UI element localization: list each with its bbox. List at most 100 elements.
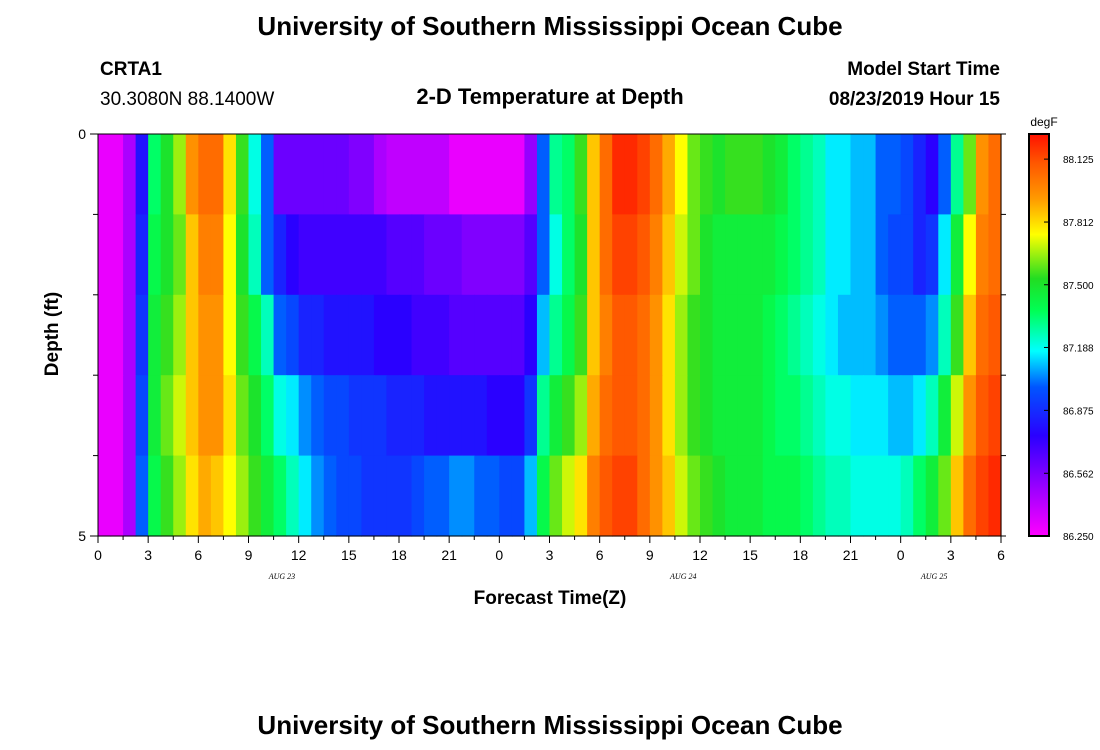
heatmap-cell [348, 214, 362, 296]
colorbar-tick-label: 86.250 [1063, 532, 1094, 543]
heatmap-cell [938, 375, 952, 457]
heatmap-cell [160, 294, 174, 376]
heatmap-cell [674, 134, 689, 215]
heatmap-cell [825, 455, 839, 537]
heatmap-cell [637, 375, 651, 457]
heatmap-cell [449, 294, 463, 376]
heatmap-cell [198, 214, 212, 296]
heatmap-cell [524, 214, 538, 296]
heatmap-cell [286, 294, 300, 376]
heatmap-cell [687, 294, 701, 376]
heatmap-cell [574, 294, 588, 376]
heatmap-cell [499, 375, 513, 457]
x-tick-label: 3 [144, 547, 152, 563]
heatmap-cell [449, 455, 463, 537]
heatmap-cell [875, 294, 889, 376]
heatmap-cell [963, 134, 977, 215]
heatmap-cell [938, 214, 952, 296]
heatmap-cell [461, 214, 475, 296]
heatmap-cell [750, 375, 764, 457]
x-tick-label: 3 [947, 547, 955, 563]
heatmap-cell [775, 134, 789, 215]
heatmap-cell [361, 294, 375, 376]
heatmap-cell [812, 294, 827, 376]
heatmap-cell [837, 214, 852, 296]
heatmap-cell [536, 214, 551, 296]
heatmap-cell [825, 214, 839, 296]
heatmap-cell [210, 134, 225, 215]
heatmap-cell [574, 375, 588, 457]
heatmap-cell [386, 134, 400, 215]
heatmap-cell [787, 375, 801, 457]
heatmap-cell [762, 294, 776, 376]
heatmap-cell [750, 134, 764, 215]
colorbar-bar [1028, 133, 1050, 537]
heatmap-cell [486, 134, 500, 215]
heatmap-cell [888, 214, 902, 296]
heatmap-cell [348, 455, 362, 537]
heatmap-cell [411, 455, 425, 537]
heatmap-cell [674, 214, 689, 296]
heatmap-cell [662, 134, 676, 215]
heatmap-cell [286, 214, 300, 296]
heatmap-cell [725, 214, 739, 296]
page-title: University of Southern Mississippi Ocean… [257, 11, 842, 41]
heatmap-cell [185, 455, 199, 537]
heatmap-cell [737, 214, 751, 296]
heatmap-cell [863, 214, 877, 296]
heatmap-cell [649, 134, 663, 215]
heatmap-cell [449, 134, 463, 215]
colorbar-tick-label: 87.188 [1063, 343, 1094, 354]
heatmap-cell [148, 375, 162, 457]
heatmap-cell [298, 375, 312, 457]
heatmap-cell [399, 375, 413, 457]
heatmap-cell [900, 294, 914, 376]
heatmap-cell [599, 214, 613, 296]
heatmap-cell [812, 455, 827, 537]
heatmap-cell [587, 134, 601, 215]
heatmap-cell [311, 375, 325, 457]
heatmap-cell [210, 214, 225, 296]
station-coords: 30.3080N 88.1400W [100, 89, 274, 110]
heatmap-cell [173, 294, 187, 376]
heatmap-cell [913, 455, 927, 537]
heatmap-cell [210, 375, 225, 457]
heatmap-cell [235, 134, 250, 215]
heatmap-cell [461, 294, 475, 376]
heatmap-cell [248, 134, 262, 215]
heatmap-cell [925, 214, 939, 296]
heatmap-cell [511, 134, 526, 215]
heatmap-cell [185, 214, 199, 296]
heatmap-cell [963, 455, 977, 537]
heatmap-cell [712, 134, 726, 215]
heatmap-cell [950, 375, 964, 457]
heatmap-cell [787, 214, 801, 296]
heatmap-cell [863, 375, 877, 457]
heatmap-cell [737, 134, 751, 215]
heatmap-cell [98, 134, 112, 215]
heatmap-cell [323, 134, 337, 215]
heatmap-cell [562, 375, 576, 457]
heatmap-cell [725, 375, 739, 457]
heatmap-cell [812, 214, 827, 296]
heatmap-cell [461, 375, 475, 457]
heatmap-cell [950, 214, 964, 296]
heatmap-cell [662, 375, 676, 457]
heatmap-cell [587, 214, 601, 296]
heatmap-cell [235, 375, 250, 457]
heatmap-cell [511, 294, 526, 376]
heatmap-cell [574, 455, 588, 537]
heatmap-cell [235, 214, 250, 296]
heatmap-cell [988, 294, 1002, 376]
heatmap-cell [261, 214, 275, 296]
heatmap-cell [486, 455, 500, 537]
heatmap-cell [712, 455, 726, 537]
heatmap-cell [135, 455, 149, 537]
heatmap-cell [562, 294, 576, 376]
heatmap-cell [123, 294, 137, 376]
heatmap-cell [837, 375, 852, 457]
heatmap-cell [311, 294, 325, 376]
heatmap-cell [499, 214, 513, 296]
heatmap-cell [812, 134, 827, 215]
heatmap-cell [612, 134, 626, 215]
